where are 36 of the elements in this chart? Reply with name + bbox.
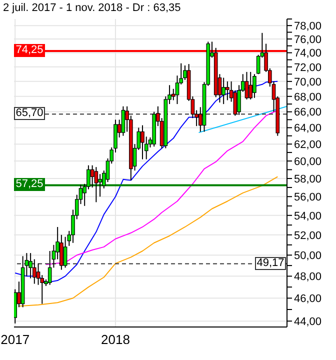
- y-tick-label: 54,00: [294, 210, 322, 222]
- ref-line-label: 49,17: [255, 256, 286, 270]
- y-tick-label: 50,00: [294, 250, 322, 262]
- candlestick: [222, 77, 226, 105]
- y-tick-label: 68,00: [294, 91, 322, 104]
- candlestick: [248, 71, 252, 100]
- y-tick-label: 56,00: [294, 192, 322, 204]
- y-tick-label: 74,00: [294, 48, 322, 60]
- y-tick-label: 62,00: [294, 138, 322, 151]
- candlestick: [252, 74, 256, 98]
- ref-line-label: 57,25: [14, 178, 45, 192]
- candlestick: [48, 250, 52, 286]
- candlestick: [98, 174, 102, 198]
- y-tick-label: 76,00: [294, 34, 322, 46]
- x-tick-label: 2017: [0, 332, 30, 348]
- y-tick-label: 78,00: [294, 20, 322, 32]
- candlestick: [121, 106, 126, 136]
- y-tick-label: 44,00: [294, 316, 322, 328]
- x-tick-label: 2018: [101, 332, 130, 348]
- ref-line-label: 65,70: [14, 107, 45, 120]
- candlestick: [244, 71, 249, 100]
- chart-title: 2 juil. 2017 - 1 nov. 2018 - Dr : 63,35: [3, 2, 181, 14]
- candlestick: [140, 124, 144, 160]
- y-tick-label: 48,00: [294, 271, 322, 284]
- ref-line-label: 74,25: [14, 44, 45, 57]
- candlestick: [226, 80, 230, 101]
- candlestick: [63, 236, 68, 268]
- y-tick-label: 70,00: [294, 76, 322, 88]
- y-tick-label: 64,00: [294, 122, 322, 135]
- y-tick-label: 72,00: [294, 62, 322, 74]
- y-tick-label: 52,00: [294, 230, 322, 242]
- y-tick-label: 46,00: [294, 293, 322, 306]
- y-tick-label: 58,00: [294, 173, 322, 186]
- candlestick: [94, 166, 98, 203]
- y-tick-label: 60,00: [294, 156, 322, 168]
- y-tick-label: 66,00: [294, 106, 322, 119]
